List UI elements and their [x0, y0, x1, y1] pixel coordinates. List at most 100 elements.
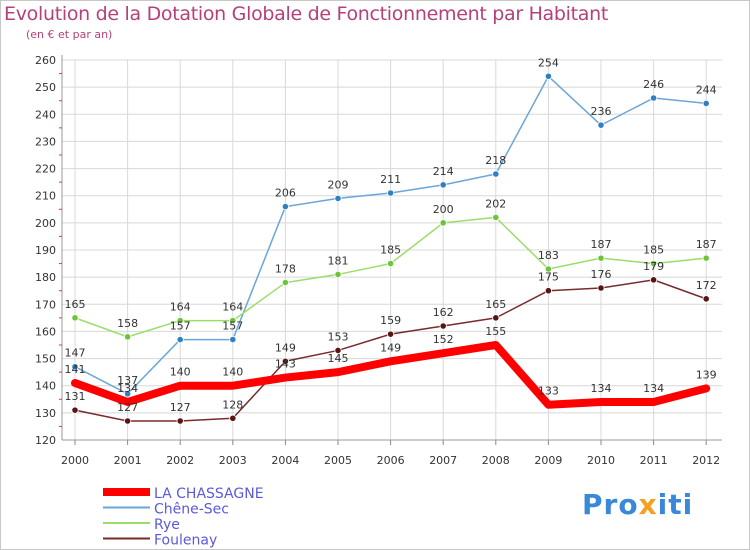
data-label: 147 [65, 347, 86, 360]
data-label: 185 [643, 244, 664, 257]
data-point [71, 363, 79, 371]
data-label: 134 [117, 382, 138, 395]
data-label: 155 [485, 325, 506, 338]
legend-label: LA CHASSAGNE [154, 486, 264, 502]
data-label: 149 [380, 341, 401, 354]
y-tick-label: 120 [35, 434, 56, 447]
data-label: 157 [170, 320, 191, 333]
legend-label: Rye [154, 517, 180, 533]
data-label: 175 [538, 271, 559, 284]
x-tick-label: 2007 [429, 454, 457, 467]
data-label: 179 [643, 260, 664, 273]
data-point [334, 346, 342, 355]
data-label: 211 [380, 173, 401, 186]
data-label: 209 [328, 178, 349, 191]
data-point [124, 333, 132, 341]
proxiti-logo: Proxiti [582, 488, 694, 521]
series-line-la-chassagne [71, 341, 711, 409]
data-point [334, 270, 342, 279]
data-point [544, 72, 553, 80]
y-tick-label: 190 [35, 244, 56, 257]
data-point [281, 202, 289, 211]
data-point [649, 276, 658, 284]
data-point [597, 284, 605, 292]
data-point [439, 219, 447, 227]
y-tick-label: 180 [35, 271, 56, 284]
data-label: 246 [643, 78, 664, 91]
data-label: 254 [538, 56, 559, 69]
data-point [386, 330, 395, 338]
data-point [386, 259, 395, 268]
data-label: 140 [222, 366, 243, 379]
data-label: 134 [643, 382, 664, 395]
data-point [544, 287, 553, 295]
data-point [649, 259, 658, 268]
data-label: 172 [696, 279, 717, 292]
data-label: 206 [275, 187, 296, 200]
data-point [597, 254, 605, 262]
data-point [229, 414, 237, 422]
data-label: 187 [591, 238, 612, 251]
x-tick-label: 2006 [377, 454, 405, 467]
data-label: 157 [222, 320, 243, 333]
y-tick-label: 240 [35, 108, 56, 121]
data-label: 183 [538, 249, 559, 262]
data-point [71, 314, 79, 322]
x-tick-label: 2009 [534, 454, 562, 467]
data-label: 141 [65, 363, 86, 376]
data-point [649, 94, 658, 102]
x-tick-label: 2005 [324, 454, 352, 467]
data-point [544, 265, 553, 273]
data-label: 187 [696, 238, 717, 251]
data-label: 133 [538, 385, 559, 398]
data-label: 164 [222, 301, 243, 314]
chart-title: Evolution de la Dotation Globale de Fonc… [4, 3, 609, 25]
y-tick-label: 160 [35, 325, 56, 338]
x-tick-label: 2012 [692, 454, 720, 467]
data-point [176, 335, 184, 344]
data-label: 127 [170, 401, 191, 414]
data-label: 218 [485, 154, 506, 167]
data-point [176, 316, 184, 325]
data-label: 149 [275, 341, 296, 354]
data-point [176, 417, 184, 425]
data-label: 202 [485, 197, 506, 210]
data-point [281, 278, 289, 287]
x-tick-label: 2003 [219, 454, 247, 467]
x-tick-label: 2001 [114, 454, 142, 467]
data-point [492, 170, 500, 178]
data-point [229, 335, 237, 344]
x-tick-label: 2008 [482, 454, 510, 467]
data-label: 158 [117, 317, 138, 330]
data-point [334, 194, 342, 203]
data-label: 145 [328, 352, 349, 365]
x-tick-label: 2011 [640, 454, 668, 467]
data-point [492, 213, 500, 222]
data-point [439, 181, 447, 189]
y-tick-label: 170 [35, 298, 56, 311]
data-point [229, 316, 237, 325]
y-tick-label: 260 [35, 54, 56, 67]
data-label: 181 [328, 254, 349, 267]
data-label: 137 [117, 374, 138, 387]
data-label: 134 [591, 382, 612, 395]
data-label: 159 [380, 314, 401, 327]
data-point [71, 406, 79, 414]
data-point [702, 295, 710, 303]
x-tick-label: 2004 [271, 454, 299, 467]
y-tick-label: 210 [35, 190, 56, 203]
y-tick-label: 140 [35, 380, 56, 393]
legend-label: Chêne-Sec [154, 502, 229, 518]
data-point [702, 254, 710, 262]
data-label: 139 [696, 368, 717, 381]
chart-subtitle: (en € et par an) [26, 28, 113, 41]
y-tick-label: 150 [35, 353, 56, 366]
data-label: 127 [117, 401, 138, 414]
data-label: 214 [433, 165, 454, 178]
data-point [124, 417, 132, 425]
data-label: 176 [591, 268, 612, 281]
data-point [702, 99, 710, 108]
